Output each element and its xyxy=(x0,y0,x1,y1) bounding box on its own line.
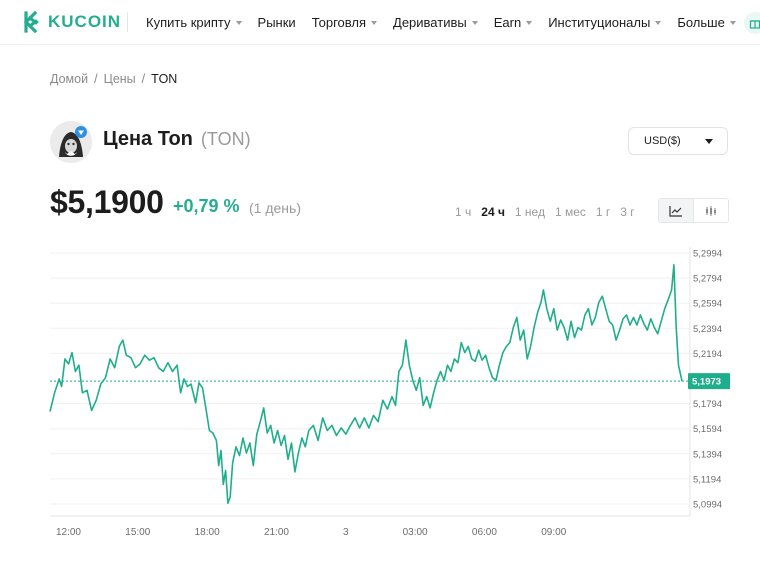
breadcrumb-prices[interactable]: Цены xyxy=(103,72,136,86)
nav-markets[interactable]: Рынки xyxy=(258,15,296,30)
x-tick-label: 18:00 xyxy=(195,527,220,538)
toncoin-avatar-icon xyxy=(50,121,92,163)
kucoin-logo-icon xyxy=(23,11,39,33)
breadcrumb-home[interactable]: Домой xyxy=(50,72,89,86)
tab-range-1y[interactable]: 1 г xyxy=(595,205,611,219)
top-navbar: KUCOIN Купить крипту Рынки Торговля Дери… xyxy=(0,0,760,45)
nav-trade[interactable]: Торговля xyxy=(311,14,378,30)
chart-type-toggle xyxy=(658,198,729,223)
current-price: $5,1900 xyxy=(50,184,164,220)
y-tick-label: 5,2594 xyxy=(693,299,722,310)
breadcrumb-separator: / xyxy=(94,72,98,86)
y-tick-label: 5,2394 xyxy=(693,324,722,335)
nav-institutional-label: Институционалы xyxy=(548,14,651,30)
coin-avatar xyxy=(50,121,92,163)
price-change: +0,79 % xyxy=(173,196,240,216)
nav-more-label: Больше xyxy=(677,14,725,30)
breadcrumb-current: TON xyxy=(151,72,178,86)
price-line xyxy=(49,264,683,504)
nav-markets-label: Рынки xyxy=(257,14,296,30)
y-tick-label: 5,1794 xyxy=(693,399,722,410)
nav-trade-label: Торговля xyxy=(311,14,367,30)
chevron-down-icon xyxy=(371,21,378,25)
current-price-tag: 5,1973 xyxy=(688,373,730,390)
tab-range-1h[interactable]: 1 ч xyxy=(455,205,472,219)
x-tick-label: 09:00 xyxy=(541,527,566,538)
main-nav: Купить крипту Рынки Торговля Деривативы … xyxy=(146,0,736,44)
current-price-tag-bg xyxy=(688,373,730,390)
breadcrumb: Домой / Цены / TON xyxy=(50,72,177,86)
chevron-down-icon xyxy=(235,21,242,25)
gift-button[interactable] xyxy=(744,12,760,34)
range-tabs: 1 ч 24 ч 1 нед 1 мес 1 г 3 г xyxy=(455,205,635,221)
y-tick-label: 5,1194 xyxy=(693,474,721,485)
tab-range-1w[interactable]: 1 нед xyxy=(514,205,545,219)
x-tick-label: 3 xyxy=(343,527,349,538)
caret-down-icon xyxy=(705,138,713,144)
y-tick-label: 5,0994 xyxy=(693,500,722,511)
nav-more[interactable]: Больше xyxy=(677,15,736,30)
x-tick-label: 06:00 xyxy=(472,527,497,538)
price-change-period: (1 день) xyxy=(249,200,301,216)
chevron-down-icon xyxy=(471,21,478,25)
nav-derivatives-label: Деривативы xyxy=(393,14,467,30)
nav-earn[interactable]: Earn xyxy=(493,14,533,30)
chevron-down-icon xyxy=(729,21,736,25)
currency-select[interactable]: USD($) xyxy=(628,127,728,155)
nav-derivatives[interactable]: Деривативы xyxy=(393,15,478,30)
nav-buy-crypto[interactable]: Купить крипту xyxy=(146,15,242,30)
y-tick-label: 5,2194 xyxy=(693,349,722,360)
coin-name: Цена Ton xyxy=(103,128,193,150)
x-tick-label: 03:00 xyxy=(403,527,428,538)
kucoin-logo[interactable]: KUCOIN xyxy=(20,11,121,33)
tab-range-1m[interactable]: 1 мес xyxy=(554,205,586,219)
candlestick-chart-button[interactable] xyxy=(693,199,728,222)
line-chart-icon xyxy=(669,205,682,217)
chevron-down-icon xyxy=(655,21,662,25)
candlestick-icon xyxy=(706,205,716,216)
tab-range-24h[interactable]: 24 ч xyxy=(481,205,505,219)
y-tick-label: 5,2794 xyxy=(693,274,722,285)
line-chart-button[interactable] xyxy=(659,199,693,222)
currency-select-value: USD($) xyxy=(644,135,681,147)
breadcrumb-separator: / xyxy=(141,72,146,86)
page-title: Цена Ton (TON) xyxy=(103,128,251,151)
current-price-tag-label: 5,1973 xyxy=(692,377,721,388)
kucoin-logo-text: KUCOIN xyxy=(48,12,122,31)
chevron-down-icon xyxy=(526,21,533,25)
y-tick-label: 5,1594 xyxy=(693,424,722,435)
x-tick-label: 21:00 xyxy=(264,527,289,538)
nav-divider xyxy=(127,12,128,32)
x-tick-label: 12:00 xyxy=(56,527,81,538)
tab-range-3y[interactable]: 3 г xyxy=(620,205,635,219)
x-tick-label: 15:00 xyxy=(125,527,150,538)
nav-earn-label: Earn xyxy=(493,14,522,30)
coin-ticker: (TON) xyxy=(200,129,251,149)
nav-institutional[interactable]: Институционалы xyxy=(548,14,662,30)
y-tick-label: 5,2994 xyxy=(693,249,722,260)
y-tick-label: 5,1394 xyxy=(693,449,722,460)
nav-buy-crypto-label: Купить крипту xyxy=(146,14,231,30)
